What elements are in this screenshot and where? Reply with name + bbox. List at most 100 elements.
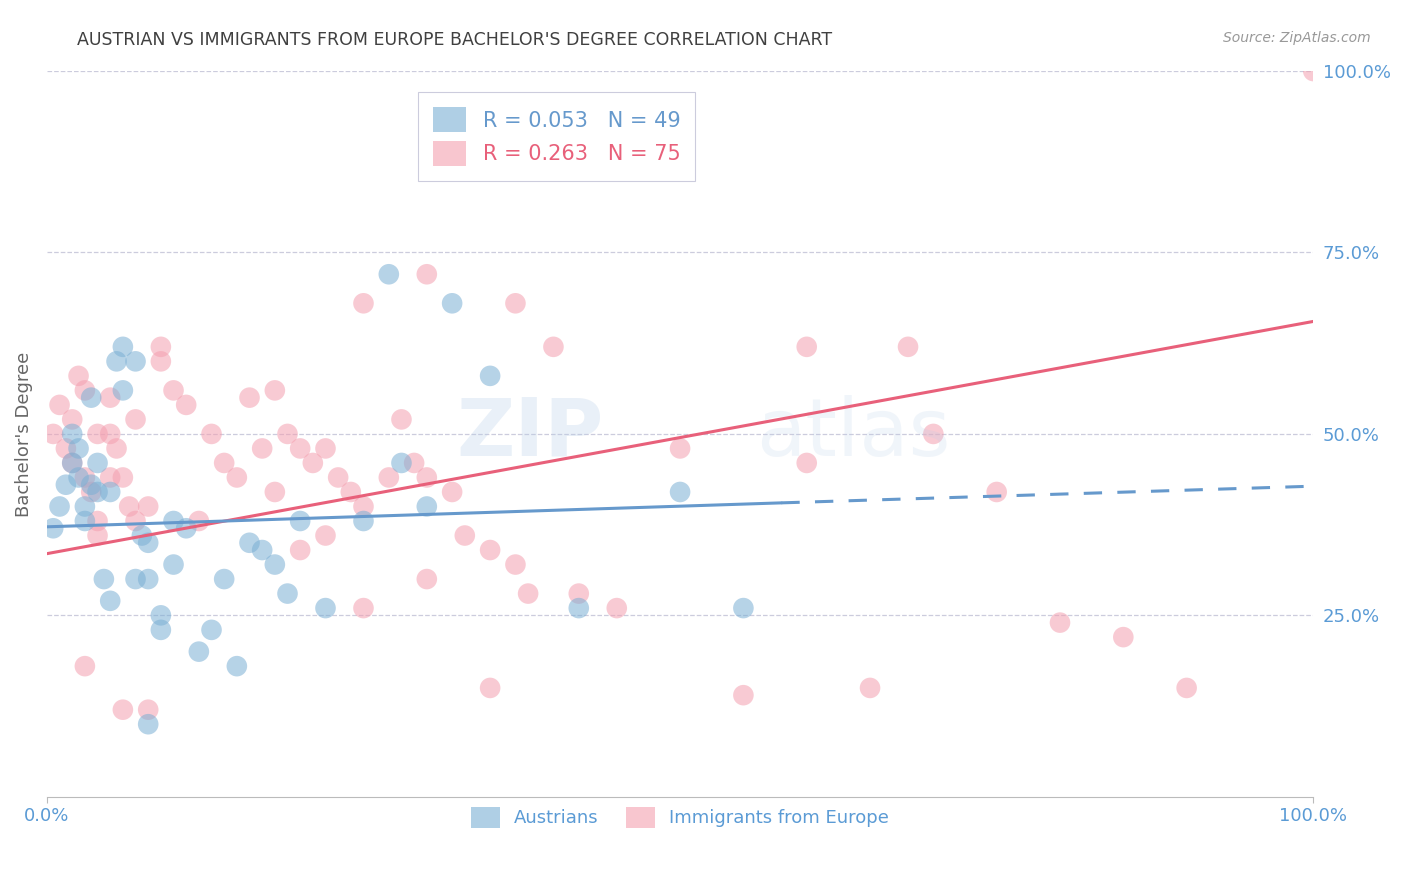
Point: [733, 688, 755, 702]
Point: [98, 391, 121, 405]
Point: [105, 442, 128, 456]
Point: [111, 470, 134, 484]
Point: [922, 426, 945, 441]
Point: [404, 456, 426, 470]
Point: [263, 485, 285, 500]
Point: [263, 558, 285, 572]
Point: [1175, 681, 1198, 695]
Point: [517, 586, 540, 600]
Point: [250, 543, 273, 558]
Point: [416, 572, 439, 586]
Point: [187, 514, 209, 528]
Point: [669, 442, 692, 456]
Point: [353, 514, 375, 528]
Point: [353, 601, 375, 615]
Point: [60, 456, 83, 470]
Point: [48, 398, 70, 412]
Point: [276, 586, 298, 600]
Point: [416, 500, 439, 514]
Point: [86, 528, 108, 542]
Point: [505, 296, 527, 310]
Point: [136, 717, 159, 731]
Point: [80, 485, 103, 500]
Point: [416, 267, 439, 281]
Point: [60, 412, 83, 426]
Point: [93, 572, 115, 586]
Point: [162, 384, 184, 398]
Point: [124, 514, 146, 528]
Point: [73, 500, 96, 514]
Point: [301, 456, 323, 470]
Point: [98, 485, 121, 500]
Point: [60, 426, 83, 441]
Point: [353, 500, 375, 514]
Text: AUSTRIAN VS IMMIGRANTS FROM EUROPE BACHELOR'S DEGREE CORRELATION CHART: AUSTRIAN VS IMMIGRANTS FROM EUROPE BACHE…: [77, 31, 832, 49]
Point: [98, 470, 121, 484]
Point: [149, 623, 172, 637]
Point: [149, 340, 172, 354]
Point: [288, 442, 311, 456]
Point: [187, 645, 209, 659]
Point: [174, 521, 197, 535]
Legend: Austrians, Immigrants from Europe: Austrians, Immigrants from Europe: [464, 799, 897, 835]
Point: [378, 470, 401, 484]
Point: [454, 528, 477, 542]
Point: [505, 558, 527, 572]
Point: [353, 296, 375, 310]
Point: [479, 681, 502, 695]
Point: [288, 514, 311, 528]
Point: [416, 470, 439, 484]
Point: [86, 514, 108, 528]
Point: [149, 354, 172, 368]
Point: [796, 340, 818, 354]
Point: [859, 681, 882, 695]
Point: [441, 296, 464, 310]
Point: [378, 267, 401, 281]
Point: [98, 426, 121, 441]
Point: [42, 521, 65, 535]
Point: [733, 601, 755, 615]
Point: [42, 426, 65, 441]
Point: [225, 659, 247, 673]
Point: [606, 601, 628, 615]
Point: [111, 340, 134, 354]
Point: [67, 442, 90, 456]
Point: [543, 340, 565, 354]
Point: [80, 391, 103, 405]
Point: [73, 659, 96, 673]
Point: [131, 528, 153, 542]
Point: [80, 477, 103, 491]
Point: [124, 354, 146, 368]
Point: [212, 572, 235, 586]
Point: [111, 703, 134, 717]
Point: [60, 456, 83, 470]
Point: [669, 485, 692, 500]
Point: [55, 477, 77, 491]
Text: Source: ZipAtlas.com: Source: ZipAtlas.com: [1223, 31, 1371, 45]
Point: [124, 412, 146, 426]
Point: [200, 426, 222, 441]
Point: [200, 623, 222, 637]
Point: [1049, 615, 1071, 630]
Point: [479, 368, 502, 383]
Point: [288, 543, 311, 558]
Point: [328, 470, 350, 484]
Point: [136, 535, 159, 549]
Point: [118, 500, 141, 514]
Point: [1302, 64, 1324, 78]
Point: [124, 572, 146, 586]
Point: [136, 500, 159, 514]
Point: [238, 535, 260, 549]
Point: [263, 384, 285, 398]
Point: [479, 543, 502, 558]
Point: [568, 586, 591, 600]
Point: [212, 456, 235, 470]
Point: [136, 572, 159, 586]
Point: [174, 398, 197, 412]
Point: [238, 391, 260, 405]
Point: [86, 485, 108, 500]
Point: [86, 426, 108, 441]
Point: [48, 500, 70, 514]
Point: [136, 703, 159, 717]
Point: [1112, 630, 1135, 644]
